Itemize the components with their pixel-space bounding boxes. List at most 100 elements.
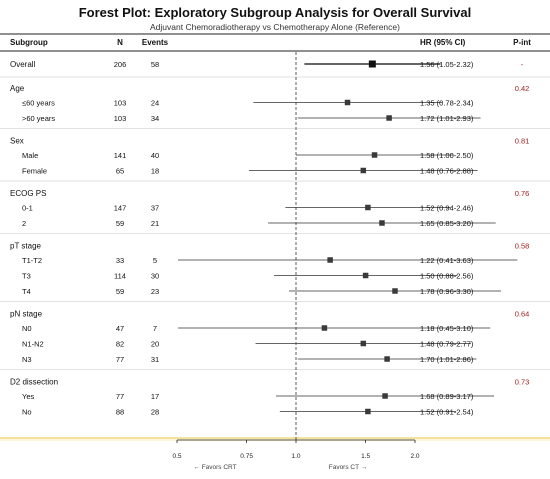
header-subgroup: Subgroup	[10, 38, 48, 47]
hr-point	[365, 408, 371, 415]
hr-text: 1.50 (0.88-2.56)	[420, 272, 474, 281]
hr-point	[384, 356, 390, 362]
hr-text: 1.56 (1.05-2.32)	[420, 60, 474, 69]
events-value: 18	[151, 167, 159, 176]
x-tick-label: 1.5	[361, 453, 370, 460]
pint-value: 0.58	[515, 242, 530, 251]
n-value: 77	[116, 392, 124, 401]
row-label: Yes	[22, 392, 34, 401]
row-label: >60 years	[22, 114, 55, 123]
row-label: N1-N2	[22, 340, 44, 349]
group-label: ECOG PS	[10, 189, 46, 198]
n-value: 103	[114, 99, 127, 108]
pint-value: 0.76	[515, 189, 530, 198]
x-tick-label: 0.5	[172, 453, 181, 460]
events-value: 23	[151, 287, 159, 296]
favors-left-label: ← Favors CRT	[193, 464, 236, 471]
events-value: 34	[151, 114, 159, 123]
n-value: 59	[116, 219, 124, 228]
events-value: 5	[153, 256, 157, 265]
hr-point	[392, 288, 398, 294]
n-value: 88	[116, 408, 124, 417]
n-value: 147	[114, 204, 127, 213]
hr-point	[382, 393, 388, 399]
row-label: N3	[22, 355, 32, 364]
row-label: 2	[22, 219, 26, 228]
row-label: 0-1	[22, 204, 33, 213]
group-label: D2 dissection	[10, 378, 58, 387]
header-hr: HR (95% CI)	[420, 38, 466, 47]
favors-right-label: Favors CT →	[329, 464, 368, 471]
hr-text: 1.18 (0.45-3.10)	[420, 324, 474, 333]
row-label: Female	[22, 167, 47, 176]
x-tick-label: 1.0	[291, 453, 300, 460]
events-value: 21	[151, 219, 159, 228]
hr-point	[379, 220, 385, 226]
row-label: Overall	[10, 60, 36, 69]
hr-point	[362, 272, 369, 279]
hr-text: 1.52 (0.91-2.54)	[420, 408, 474, 417]
hr-text: 1.22 (0.41-3.63)	[420, 256, 474, 265]
footer-band	[0, 437, 550, 441]
events-value: 28	[151, 408, 159, 417]
hr-point	[360, 340, 367, 347]
header-events: Events	[142, 38, 169, 47]
hr-point	[365, 204, 371, 211]
events-value: 58	[151, 60, 159, 69]
group-label: pT stage	[10, 242, 42, 251]
x-tick-label: 2.0	[410, 453, 419, 460]
row-label: N0	[22, 324, 32, 333]
row-label: Male	[22, 151, 38, 160]
hr-text: 1.58 (1.00-2.50)	[420, 151, 474, 160]
n-value: 33	[116, 256, 124, 265]
n-value: 103	[114, 114, 127, 123]
events-value: 17	[151, 392, 159, 401]
row-label: T1-T2	[22, 256, 42, 265]
hr-text: 1.78 (0.96-3.30)	[420, 287, 474, 296]
n-value: 77	[116, 355, 124, 364]
pint-value: 0.81	[515, 137, 530, 146]
hr-point	[371, 152, 378, 158]
row-label: No	[22, 408, 32, 417]
n-value: 47	[116, 324, 124, 333]
pint-value: 0.73	[515, 378, 530, 387]
n-value: 65	[116, 167, 124, 176]
x-tick-label: 0.75	[240, 453, 253, 460]
header-n: N	[117, 38, 123, 47]
header-pint: P-int	[513, 38, 531, 47]
hr-point	[360, 167, 367, 174]
row-label: ≤60 years	[22, 99, 55, 108]
events-value: 7	[153, 324, 157, 333]
hr-point	[321, 325, 328, 331]
chart-title: Forest Plot: Exploratory Subgroup Analys…	[78, 5, 472, 20]
events-value: 37	[151, 204, 159, 213]
row-label: T3	[22, 272, 31, 281]
pint-value: 0.42	[515, 84, 530, 93]
events-value: 24	[151, 99, 159, 108]
events-value: 31	[151, 355, 159, 364]
group-label: Sex	[10, 137, 24, 146]
n-value: 82	[116, 340, 124, 349]
hr-text: 1.35 (0.78-2.34)	[420, 99, 474, 108]
hr-point	[368, 60, 376, 68]
pint-value: -	[521, 60, 524, 69]
hr-text: 1.48 (0.76-2.88)	[420, 167, 474, 176]
events-value: 30	[151, 272, 159, 281]
events-value: 20	[151, 340, 159, 349]
hr-text: 1.70 (1.01-2.86)	[420, 355, 474, 364]
hr-text: 1.48 (0.79-2.77)	[420, 340, 474, 349]
hr-text: 1.65 (0.85-3.20)	[420, 219, 474, 228]
hr-point	[327, 257, 333, 263]
pint-value: 0.64	[515, 310, 530, 319]
hr-point	[386, 115, 392, 121]
events-value: 40	[151, 151, 159, 160]
row-label: T4	[22, 287, 31, 296]
hr-text: 1.52 (0.94-2.46)	[420, 204, 474, 213]
n-value: 114	[114, 272, 126, 281]
n-value: 141	[114, 151, 127, 160]
group-label: pN stage	[10, 310, 43, 319]
chart-subtitle: Adjuvant Chemoradiotherapy vs Chemothera…	[150, 22, 400, 32]
n-value: 59	[116, 287, 124, 296]
hr-text: 1.68 (0.89-3.17)	[420, 392, 474, 401]
hr-point	[344, 99, 351, 106]
